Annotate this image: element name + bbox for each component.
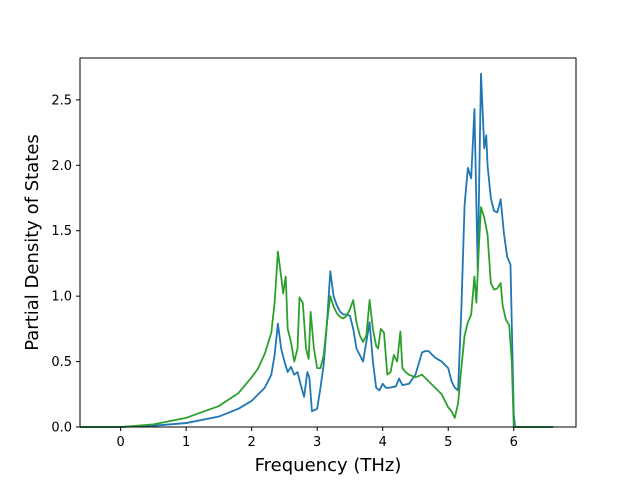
y-tick-label: 0.0 — [51, 421, 72, 436]
x-tick-label: 1 — [182, 435, 190, 450]
x-tick-label: 0 — [116, 435, 124, 450]
y-tick-label: 2.0 — [51, 159, 72, 174]
x-tick-label: 3 — [313, 435, 321, 450]
series-line-2 — [80, 206, 554, 428]
series-layer — [80, 72, 554, 428]
x-axis: 0 1 2 3 4 5 6 — [116, 427, 518, 450]
x-axis-label: Frequency (THz) — [255, 455, 402, 476]
y-axis: 0.0 0.5 1.0 1.5 2.0 2.5 — [51, 93, 80, 436]
plot-frame — [79, 57, 577, 428]
y-tick-label: 2.5 — [51, 93, 72, 108]
x-tick-label: 6 — [510, 435, 518, 450]
x-tick-label: 2 — [248, 435, 256, 450]
x-tick-label: 4 — [379, 435, 387, 450]
y-tick-label: 1.5 — [51, 224, 72, 239]
y-tick-label: 0.5 — [51, 355, 72, 370]
x-tick-label: 5 — [444, 435, 452, 450]
y-axis-label: Partial Density of States — [22, 134, 43, 351]
series-line-1 — [80, 72, 554, 428]
y-tick-label: 1.0 — [51, 290, 72, 305]
